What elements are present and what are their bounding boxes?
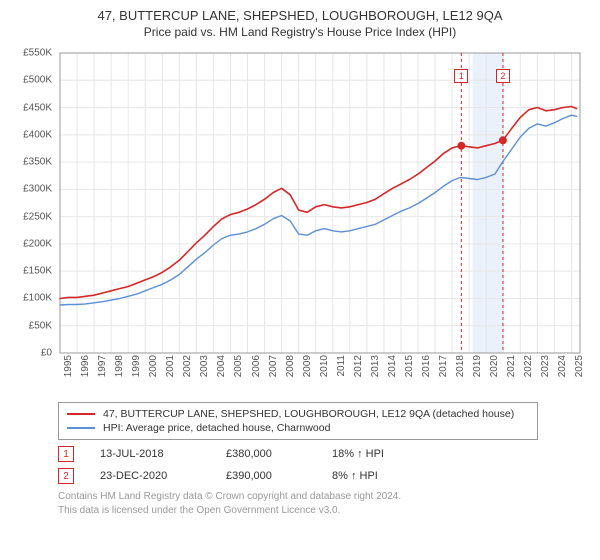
sale-marker-badge: 1 [454, 69, 468, 83]
x-axis-tick-label: 2000 [148, 355, 159, 385]
x-axis-tick-label: 1999 [131, 355, 142, 385]
legend-label: HPI: Average price, detached house, Char… [103, 422, 330, 434]
x-axis-tick-label: 2002 [182, 355, 193, 385]
y-axis-tick-label: £400K [23, 129, 52, 140]
legend-item: HPI: Average price, detached house, Char… [67, 421, 529, 435]
y-axis-tick-label: £350K [23, 157, 52, 168]
y-axis-tick-label: £550K [23, 48, 52, 59]
sale-badge: 1 [58, 446, 74, 462]
y-axis-tick-label: £150K [23, 266, 52, 277]
x-axis-tick-label: 2008 [285, 355, 296, 385]
x-axis-tick-label: 2019 [472, 355, 483, 385]
x-axis-tick-label: 2007 [268, 355, 279, 385]
x-axis-tick-label: 1998 [114, 355, 125, 385]
x-axis-tick-label: 2025 [574, 355, 585, 385]
x-axis-tick-label: 2001 [165, 355, 176, 385]
sale-badge: 2 [58, 468, 74, 484]
x-axis-tick-label: 2023 [540, 355, 551, 385]
y-axis-tick-label: £250K [23, 211, 52, 222]
sale-date: 13-JUL-2018 [100, 448, 200, 460]
footer-attribution: Contains HM Land Registry data © Crown c… [58, 490, 588, 517]
footer-line-2: This data is licensed under the Open Gov… [58, 504, 588, 518]
sale-hpi: 8% ↑ HPI [332, 470, 422, 482]
y-axis-tick-label: £200K [23, 238, 52, 249]
x-axis-tick-label: 2017 [438, 355, 449, 385]
chart-container: 47, BUTTERCUP LANE, SHEPSHED, LOUGHBOROU… [0, 0, 600, 523]
chart-plot-area: £0 £50K £100K £150K £200K £250K £300K £350K £400… [12, 47, 588, 392]
y-axis-tick-label: £0 [41, 348, 52, 359]
chart-svg [12, 47, 588, 392]
x-axis-tick-label: 2009 [302, 355, 313, 385]
sale-hpi: 18% ↑ HPI [332, 448, 422, 460]
sales-table: 1 13-JUL-2018 £380,000 18% ↑ HPI 2 23-DEC-202… [58, 446, 588, 484]
x-axis-tick-label: 2012 [353, 355, 364, 385]
x-axis-tick-label: 1995 [63, 355, 74, 385]
sale-date: 23-DEC-2020 [100, 470, 200, 482]
x-axis-tick-label: 2011 [336, 355, 347, 385]
x-axis-tick-label: 2015 [404, 355, 415, 385]
y-axis-tick-label: £500K [23, 75, 52, 86]
sale-price: £380,000 [226, 448, 306, 460]
chart-title: 47, BUTTERCUP LANE, SHEPSHED, LOUGHBOROU… [12, 8, 588, 23]
x-axis-tick-label: 2021 [506, 355, 517, 385]
y-axis-tick-label: £100K [23, 293, 52, 304]
x-axis-tick-label: 2014 [387, 355, 398, 385]
sale-price: £390,000 [226, 470, 306, 482]
sale-row: 1 13-JUL-2018 £380,000 18% ↑ HPI [58, 446, 588, 462]
x-axis-tick-label: 2022 [523, 355, 534, 385]
x-axis-tick-label: 1997 [97, 355, 108, 385]
x-axis-tick-label: 2010 [319, 355, 330, 385]
x-axis-tick-label: 2024 [557, 355, 568, 385]
footer-line-1: Contains HM Land Registry data © Crown c… [58, 490, 588, 504]
chart-subtitle: Price paid vs. HM Land Registry's House … [12, 25, 588, 39]
y-axis-tick-label: £300K [23, 184, 52, 195]
legend-item: 47, BUTTERCUP LANE, SHEPSHED, LOUGHBOROU… [67, 407, 529, 421]
legend-swatch [67, 413, 95, 415]
x-axis-tick-label: 2013 [370, 355, 381, 385]
y-axis-tick-label: £450K [23, 102, 52, 113]
x-axis-tick-label: 2006 [251, 355, 262, 385]
x-axis-tick-label: 2018 [455, 355, 466, 385]
x-axis-tick-label: 2020 [489, 355, 500, 385]
sale-row: 2 23-DEC-2020 £390,000 8% ↑ HPI [58, 468, 588, 484]
sale-marker-badge: 2 [496, 69, 510, 83]
legend: 47, BUTTERCUP LANE, SHEPSHED, LOUGHBOROU… [58, 402, 538, 440]
x-axis-tick-label: 2004 [216, 355, 227, 385]
x-axis-tick-label: 1996 [80, 355, 91, 385]
x-axis-tick-label: 2005 [233, 355, 244, 385]
x-axis-tick-label: 2003 [199, 355, 210, 385]
legend-swatch [67, 427, 95, 429]
legend-label: 47, BUTTERCUP LANE, SHEPSHED, LOUGHBOROU… [103, 408, 514, 420]
x-axis-tick-label: 2016 [421, 355, 432, 385]
y-axis-tick-label: £50K [29, 320, 52, 331]
